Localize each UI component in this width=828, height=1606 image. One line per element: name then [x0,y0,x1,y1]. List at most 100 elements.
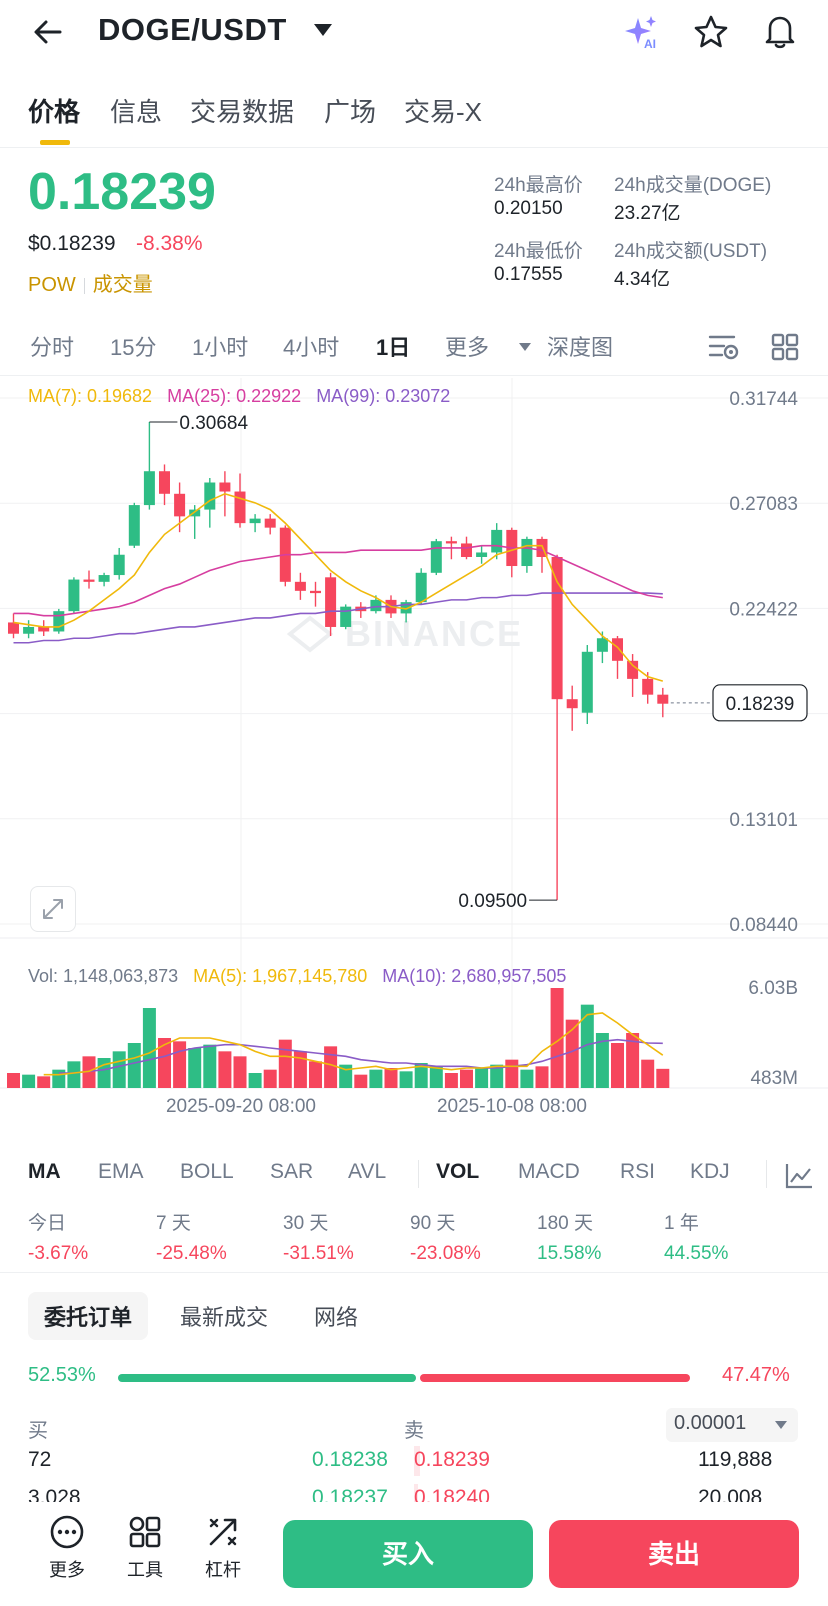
stat-high-label: 24h最高价 [494,175,583,196]
interval-15m[interactable]: 15分 [110,335,157,360]
perf-label: 90 天 [410,1213,456,1234]
volume-bar [188,1048,202,1088]
back-arrow-icon[interactable] [30,14,66,50]
pair-title[interactable]: DOGE/USDT [98,12,287,47]
price-axis-label: 0.27083 [729,494,798,515]
tab-info[interactable]: 信息 [110,97,163,127]
interval-depth[interactable]: 深度图 [547,335,614,360]
candle-body [174,493,186,517]
tab-latest-trades[interactable]: 最新成交 [180,1305,269,1330]
chevron-down-icon[interactable] [312,22,334,38]
precision-select[interactable]: 0.00001 [666,1408,798,1442]
tab-trading-data[interactable]: 交易数据 [190,97,295,127]
volume-bar [37,1076,51,1088]
ask-price[interactable]: 0.18239 [414,1448,490,1471]
more-button[interactable]: 更多 [32,1514,102,1582]
candle-body [234,491,246,524]
buy-button[interactable]: 买入 [283,1520,533,1588]
candle-body [627,660,639,679]
sell-ratio: 47.47% [722,1364,790,1386]
more-caret-icon[interactable] [518,342,532,352]
ai-sparkle-icon[interactable]: AI [624,14,664,52]
volume-bar [158,1038,171,1088]
interval-1d[interactable]: 1日 [376,335,411,360]
price-change: -8.38% [136,232,203,255]
volume-bar [82,1056,96,1088]
candle-body [476,552,488,557]
tab-trade-x[interactable]: 交易-X [404,97,483,127]
candle-body [98,575,110,582]
candlestick-chart[interactable]: BINANCE 0.31744 0.27083 0.22422 0.13101 0.084… [0,378,828,1120]
perf-label: 7 天 [156,1213,191,1234]
volume-bar [490,1064,504,1088]
tab-network[interactable]: 网络 [314,1305,359,1330]
tools-button[interactable]: 工具 [110,1514,180,1582]
tab-order-book[interactable]: 委托订单 [28,1292,149,1340]
perf-1y: 1 年 44.55% [664,1208,728,1265]
indicator-divider [766,1160,767,1188]
bid-price[interactable]: 0.18238 [312,1448,388,1471]
bell-icon[interactable] [762,12,798,50]
indicator-avl[interactable]: AVL [348,1160,387,1183]
ask-qty[interactable]: 119,888 [698,1448,773,1471]
interval-bar: 分时 15分 1小时 4小时 1日 更多 深度图 [0,320,828,376]
bid-qty[interactable]: 72 [28,1448,52,1471]
vol-value: Vol: 1,148,063,873 [28,966,179,986]
candle-body [219,482,231,492]
stat-vol-doge: 23.27亿 [614,203,681,224]
buy-column-header: 买 [28,1420,48,1442]
perf-label: 今日 [28,1213,67,1234]
indicator-vol[interactable]: VOL [436,1160,480,1183]
interval-time[interactable]: 分时 [30,335,75,360]
indicator-chart-icon[interactable] [784,1162,814,1190]
more-label: 更多 [49,1560,85,1580]
perf-value: 15.58% [537,1243,602,1264]
tab-price[interactable]: 价格 [28,97,81,127]
candle-body [657,694,669,704]
indicator-sar[interactable]: SAR [270,1160,314,1183]
ma7-value: MA(7): 0.19682 [28,386,153,406]
price-axis-label: 0.08440 [729,915,798,936]
volume-bar [611,1043,624,1088]
interval-more[interactable]: 更多 [445,335,490,360]
indicator-ema[interactable]: EMA [98,1160,144,1183]
tab-square[interactable]: 广场 [324,97,377,127]
volume-bar [550,988,564,1088]
ma-legend: MA(7): 0.19682 MA(25): 0.22922 MA(99): 0… [28,386,450,407]
interval-4h[interactable]: 4小时 [283,335,340,360]
price-axis-label: 0.13101 [729,810,798,831]
indicator-boll[interactable]: BOLL [180,1160,234,1183]
tag-volume[interactable]: 成交量 [92,274,153,296]
vol-ma10-value: MA(10): 2,680,957,505 [382,966,567,986]
perf-180d: 180 天 15.58% [537,1208,601,1265]
candle-body [204,482,216,510]
indicator-rsi[interactable]: RSI [620,1160,656,1183]
volume-bar [565,1019,579,1088]
sell-button[interactable]: 卖出 [549,1520,799,1588]
volume-bar [7,1073,20,1088]
fullscreen-button[interactable] [30,886,76,932]
ma99-value: MA(99): 0.23072 [316,386,451,406]
indicator-ma[interactable]: MA [28,1160,61,1183]
indicator-macd[interactable]: MACD [518,1160,580,1183]
volume-bar [414,1063,428,1088]
ma99-line [13,592,663,644]
layout-grid-icon[interactable] [770,332,800,362]
tag-pow[interactable]: POW [28,274,76,296]
candle-body [612,638,623,661]
stat-vol-doge-label: 24h成交量(DOGE) [614,175,772,196]
candle-body [566,699,578,709]
section-divider [0,1272,828,1273]
volume-bar [142,1008,156,1088]
candle-body [249,518,261,524]
indicator-kdj[interactable]: KDJ [690,1160,730,1183]
perf-value: 44.55% [664,1243,729,1264]
star-icon[interactable] [693,14,729,50]
candle-body [83,579,95,582]
chart-settings-icon[interactable] [708,332,740,362]
leverage-button[interactable]: 杠杆 [188,1514,258,1582]
interval-1h[interactable]: 1小时 [192,335,249,360]
candle-body [264,518,276,528]
bottom-action-bar: 更多 工具 杠杆 买入 卖出 [0,1502,828,1606]
expand-icon [43,899,63,919]
